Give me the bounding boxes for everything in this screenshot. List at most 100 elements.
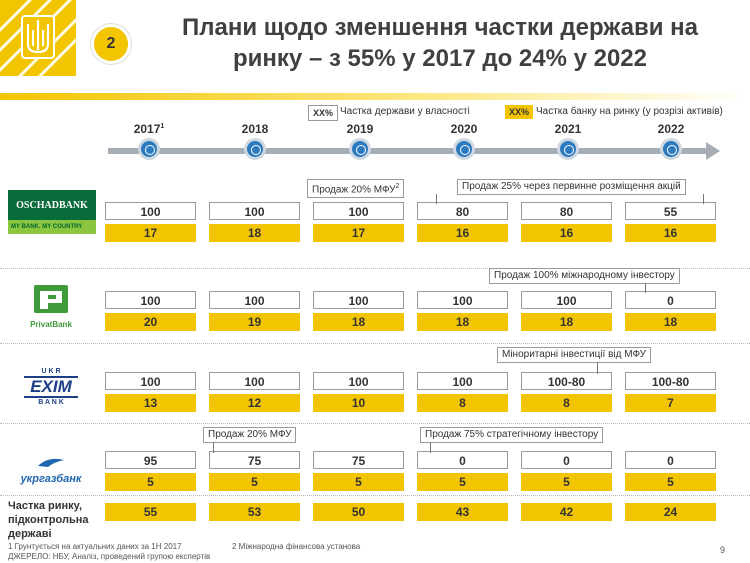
event-note: Продаж 25% через первинне розміщення акц… bbox=[457, 179, 686, 195]
row-separator bbox=[0, 423, 750, 425]
timeline-dot bbox=[138, 138, 160, 160]
slide-number-badge: 2 bbox=[91, 24, 131, 64]
ukrgasbank-logo: укргазбанк bbox=[14, 455, 88, 485]
coat-of-arms-logo bbox=[0, 0, 76, 76]
market-share-cell: 5 bbox=[521, 473, 612, 491]
note-connector bbox=[645, 283, 646, 293]
ownership-cell: 0 bbox=[417, 451, 508, 469]
event-note: Продаж 100% міжнародному інвестору bbox=[489, 268, 680, 284]
privatbank-logo: PrivatBank bbox=[20, 283, 82, 329]
market-share-cell: 5 bbox=[209, 473, 300, 491]
note-connector bbox=[597, 362, 598, 374]
ownership-cell: 0 bbox=[521, 451, 612, 469]
state-share-label-line: підконтрольна bbox=[8, 514, 89, 526]
market-share-cell: 7 bbox=[625, 394, 716, 412]
row-separator bbox=[0, 268, 750, 270]
state-share-cell: 53 bbox=[209, 503, 300, 521]
ownership-cell: 100 bbox=[313, 291, 404, 309]
year-label: 2019 bbox=[346, 122, 374, 136]
ownership-cell: 100 bbox=[105, 202, 196, 220]
row-separator bbox=[0, 343, 750, 345]
note-connector bbox=[213, 442, 214, 453]
ownership-cell: 100 bbox=[313, 372, 404, 390]
ownership-cell: 80 bbox=[417, 202, 508, 220]
market-share-cell: 16 bbox=[625, 224, 716, 242]
year-label: 2021 bbox=[554, 122, 582, 136]
ownership-cell: 0 bbox=[625, 451, 716, 469]
timeline-line bbox=[108, 148, 708, 154]
legend-ownership-label: Частка держави у власності bbox=[340, 106, 470, 117]
ownership-cell: 100-80 bbox=[521, 372, 612, 390]
ownership-cell: 0 bbox=[625, 291, 716, 309]
timeline-arrow-icon bbox=[706, 142, 720, 160]
ukreximbank-logo-top: U K R bbox=[41, 368, 61, 375]
note-connector bbox=[430, 442, 431, 453]
state-share-label: Частка ринку, підконтрольна державі bbox=[8, 499, 88, 541]
ownership-cell: 55 bbox=[625, 202, 716, 220]
market-share-cell: 8 bbox=[521, 394, 612, 412]
note-connector bbox=[436, 194, 437, 204]
market-share-cell: 18 bbox=[625, 313, 716, 331]
ownership-cell: 100 bbox=[521, 291, 612, 309]
market-share-cell: 20 bbox=[105, 313, 196, 331]
market-share-cell: 12 bbox=[209, 394, 300, 412]
footnote-2: 2 Міжнародна фінансова установа bbox=[232, 542, 361, 551]
state-share-cell: 42 bbox=[521, 503, 612, 521]
market-share-cell: 17 bbox=[313, 224, 404, 242]
oschadbank-logo: OSCHADBANK MY BANK. MY COUNTRY bbox=[8, 190, 96, 234]
page-title: Плани щодо зменшення частки держави на р… bbox=[140, 12, 740, 74]
state-share-cell: 43 bbox=[417, 503, 508, 521]
page-number: 9 bbox=[720, 545, 726, 555]
state-share-cell: 50 bbox=[313, 503, 404, 521]
state-share-label-line: Частка ринку, bbox=[8, 500, 83, 512]
market-share-cell: 5 bbox=[417, 473, 508, 491]
ownership-cell: 100-80 bbox=[625, 372, 716, 390]
title-line-2: ринку – з 55% у 2017 до 24% у 2022 bbox=[233, 45, 647, 72]
privatbank-mark-icon bbox=[34, 285, 68, 313]
ownership-cell: 100 bbox=[105, 291, 196, 309]
ownership-cell: 100 bbox=[209, 291, 300, 309]
ownership-cell: 100 bbox=[105, 372, 196, 390]
row-separator bbox=[0, 495, 750, 497]
ukrgasbank-swirl-icon bbox=[38, 458, 64, 467]
ownership-cell: 95 bbox=[105, 451, 196, 469]
market-share-cell: 18 bbox=[209, 224, 300, 242]
state-share-cell: 55 bbox=[105, 503, 196, 521]
ukreximbank-logo-bot: B A N K bbox=[38, 399, 64, 406]
ownership-cell: 100 bbox=[209, 372, 300, 390]
oschadbank-logo-name: OSCHADBANK bbox=[8, 190, 96, 220]
ownership-cell: 100 bbox=[417, 291, 508, 309]
footnote-1: 1 Грунтується на актуальних даних за 1Н … bbox=[8, 542, 182, 551]
timeline-dot bbox=[660, 138, 682, 160]
state-share-cell: 24 bbox=[625, 503, 716, 521]
event-note: Продаж 20% МФУ2 bbox=[307, 179, 405, 199]
market-share-cell: 18 bbox=[521, 313, 612, 331]
ownership-cell: 100 bbox=[417, 372, 508, 390]
ownership-cell: 75 bbox=[209, 451, 300, 469]
market-share-cell: 5 bbox=[105, 473, 196, 491]
market-share-cell: 19 bbox=[209, 313, 300, 331]
ukreximbank-logo: U K R EXIM B A N K bbox=[24, 368, 78, 406]
market-share-cell: 10 bbox=[313, 394, 404, 412]
legend-market-swatch: XX% bbox=[505, 105, 534, 119]
event-note: Міноритарні інвестиції від МФУ bbox=[497, 347, 651, 363]
legend-ownership-swatch: XX% bbox=[308, 105, 339, 121]
timeline-dot bbox=[244, 138, 266, 160]
source-note: ДЖЕРЕЛО: НБУ, Аналіз, проведений групою … bbox=[8, 552, 211, 561]
trident-icon bbox=[0, 0, 76, 76]
year-label: 2022 bbox=[657, 122, 685, 136]
ukrgasbank-logo-name: укргазбанк bbox=[20, 473, 82, 485]
year-label: 2020 bbox=[450, 122, 478, 136]
privatbank-logo-name: PrivatBank bbox=[30, 320, 72, 329]
state-share-label-line: державі bbox=[8, 528, 52, 540]
timeline-dot bbox=[453, 138, 475, 160]
legend-market-label: Частка банку на ринку (у розрізі активів… bbox=[536, 106, 723, 117]
ownership-cell: 75 bbox=[313, 451, 404, 469]
header-divider bbox=[0, 93, 750, 100]
event-note: Продаж 20% МФУ bbox=[203, 427, 297, 443]
year-label: 20171 bbox=[133, 122, 165, 136]
ownership-cell: 100 bbox=[209, 202, 300, 220]
year-label: 2018 bbox=[241, 122, 269, 136]
market-share-cell: 13 bbox=[105, 394, 196, 412]
ownership-cell: 80 bbox=[521, 202, 612, 220]
